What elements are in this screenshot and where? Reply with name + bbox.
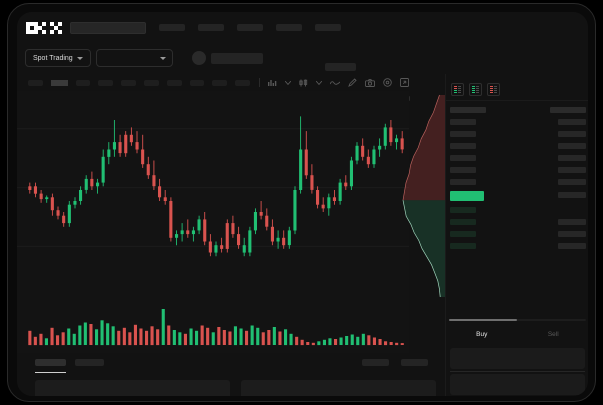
order-field-2[interactable]: [450, 374, 585, 395]
orderbook-view-toggles: [451, 83, 500, 96]
orderbook-panel: Buy Sell: [445, 74, 588, 396]
chevron-down-icon[interactable]: [316, 80, 323, 85]
orderbook-ask-price-3[interactable]: [450, 143, 476, 149]
timeframe-4[interactable]: [98, 79, 114, 86]
nav-item-4[interactable]: [276, 24, 302, 31]
tab-sell[interactable]: Sell: [547, 331, 559, 338]
chevron-down-icon[interactable]: [285, 80, 292, 85]
buy-sell-tabs: Buy Sell: [446, 326, 588, 343]
timeframe-10[interactable]: [235, 79, 251, 86]
candlestick-svg: [17, 116, 409, 257]
pair-name: [211, 53, 263, 64]
orderbook-bid-price-2[interactable]: [450, 219, 476, 225]
timeframe-2[interactable]: [50, 79, 68, 86]
depth-chart-overlay: [399, 91, 445, 301]
app-header: [17, 12, 588, 43]
orderbook-bid-size-2[interactable]: [558, 219, 586, 225]
nav-item-1[interactable]: [159, 24, 185, 31]
camera-icon[interactable]: [365, 78, 375, 87]
orders-panel: [17, 353, 445, 396]
tab-buy[interactable]: Buy: [476, 331, 488, 338]
timeframe-7[interactable]: [166, 79, 182, 86]
orderbook-bid-size-4[interactable]: [558, 243, 586, 249]
timeframe-3[interactable]: [75, 79, 91, 86]
app-screen: Spot Trading: [17, 12, 588, 396]
market-subheader: Spot Trading: [17, 43, 588, 101]
candlestick-chart[interactable]: [17, 91, 409, 301]
orderbook-asks-icon[interactable]: [487, 83, 500, 96]
orderbook-bid-price-4[interactable]: [450, 243, 476, 249]
orderbook-ask-size-4[interactable]: [558, 155, 586, 161]
nav-item-5[interactable]: [315, 24, 341, 31]
timeframe-9[interactable]: [212, 79, 228, 86]
orderbook-ask-price-2[interactable]: [450, 131, 476, 137]
bottom-action-1[interactable]: [362, 359, 389, 366]
orderbook-last-size[interactable]: [558, 192, 586, 198]
orderbook-ask-price-6[interactable]: [450, 179, 476, 185]
orderbook-ask-size-5[interactable]: [558, 167, 586, 173]
orderbook-divider: [446, 100, 588, 101]
chart-type-icon[interactable]: [299, 79, 308, 87]
volume-chart[interactable]: [17, 301, 409, 353]
timeframe-1[interactable]: [28, 79, 43, 86]
toolbar-divider: [259, 78, 261, 87]
search-input[interactable]: [70, 21, 146, 34]
chevron-down-icon: [160, 56, 166, 60]
market-type-dropdown[interactable]: Spot Trading: [25, 49, 91, 67]
active-tab-indicator: [35, 372, 66, 373]
timeframe-6[interactable]: [143, 79, 159, 86]
orderbook-scrollbar[interactable]: [449, 319, 586, 321]
bottom-tab-2[interactable]: [75, 359, 104, 366]
nav-item-3[interactable]: [237, 24, 263, 31]
orderbook-ask-size-6[interactable]: [558, 179, 586, 185]
orderbook-last-price: [450, 191, 484, 201]
orderbook-both-icon[interactable]: [451, 83, 464, 96]
orderbook-bid-price-3[interactable]: [450, 231, 476, 237]
orderbook-bids-icon[interactable]: [469, 83, 482, 96]
orders-card-2[interactable]: [241, 380, 436, 396]
orderbook-header-price[interactable]: [450, 107, 486, 113]
bottom-tab-1[interactable]: [35, 359, 66, 366]
chart-toolbar: [17, 74, 409, 91]
orderbook-ask-price-5[interactable]: [450, 167, 476, 173]
orderbook-ask-size-2[interactable]: [558, 131, 586, 137]
device-frame: Spot Trading: [7, 3, 596, 402]
panel-title: [325, 63, 356, 71]
timeframe-5[interactable]: [121, 79, 136, 86]
line-chart-icon[interactable]: [330, 80, 341, 86]
volume-svg: [28, 309, 404, 346]
orderbook-bid-price-1[interactable]: [450, 207, 476, 213]
form-divider-1: [450, 371, 585, 372]
bottom-action-2[interactable]: [401, 359, 428, 366]
orderbook-ask-size-3[interactable]: [558, 143, 586, 149]
orders-card-1[interactable]: [35, 380, 230, 396]
fullscreen-icon[interactable]: [400, 78, 409, 87]
orderbook-header-size[interactable]: [550, 107, 586, 113]
settings-icon[interactable]: [383, 78, 392, 87]
nav-item-2[interactable]: [198, 24, 224, 31]
indicators-icon[interactable]: [268, 79, 277, 87]
orderbook-ask-price-1[interactable]: [450, 119, 476, 125]
okx-logo[interactable]: [26, 21, 62, 34]
pencil-icon[interactable]: [348, 78, 357, 87]
timeframe-8[interactable]: [189, 79, 205, 86]
orderbook-bid-size-3[interactable]: [558, 231, 586, 237]
depth-svg: [402, 94, 445, 298]
orderbook-ask-price-4[interactable]: [450, 155, 476, 161]
trading-pair-select[interactable]: [96, 49, 173, 67]
chevron-down-icon: [76, 56, 83, 60]
pair-avatar: [192, 51, 206, 65]
order-field-1[interactable]: [450, 348, 585, 369]
market-type-label: Spot Trading: [33, 54, 73, 62]
orderbook-ask-size-1[interactable]: [558, 119, 586, 125]
